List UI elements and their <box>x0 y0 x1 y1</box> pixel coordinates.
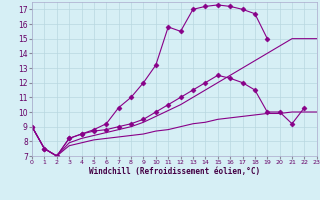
X-axis label: Windchill (Refroidissement éolien,°C): Windchill (Refroidissement éolien,°C) <box>89 167 260 176</box>
